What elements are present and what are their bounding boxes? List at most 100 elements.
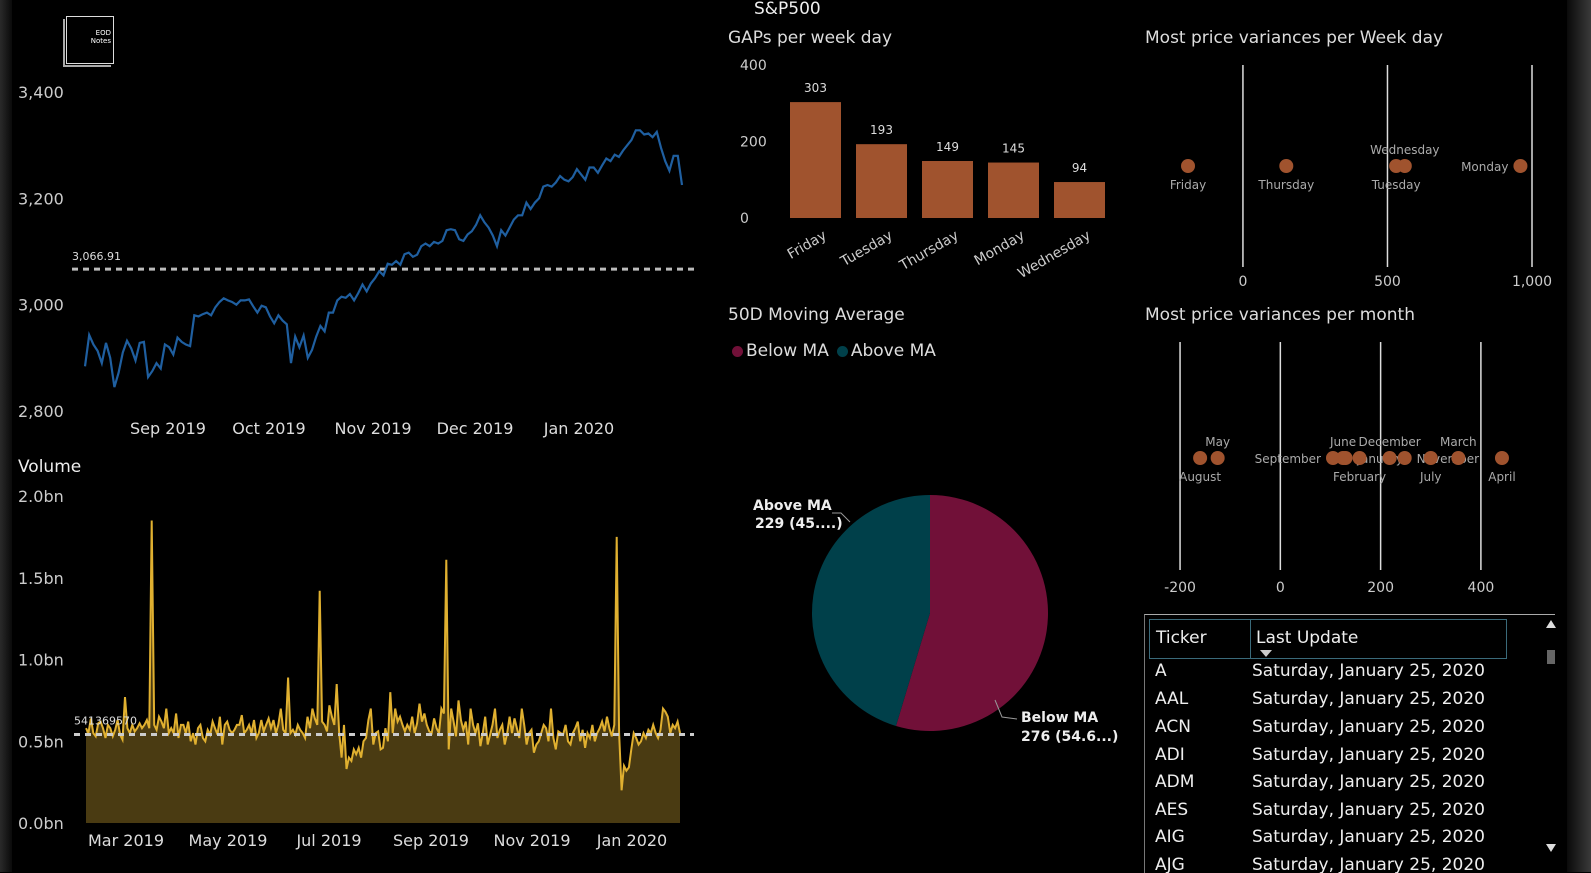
price-line-chart[interactable]: 3,400 3,200 3,000 2,800 Sep 2019 Oct 2019 Nov … <box>0 60 720 450</box>
y-tick-label: 1.0bn <box>18 651 64 670</box>
cell-ticker: A <box>1155 661 1167 681</box>
slice-label: Above MA <box>753 498 832 514</box>
slice-value-label: 229 (45....) <box>755 516 843 532</box>
scatter-point <box>1181 159 1196 173</box>
scatter-point <box>1279 159 1294 173</box>
gap-bar <box>922 161 973 218</box>
scatter-point <box>1210 451 1225 465</box>
x-tick-label: Oct 2019 <box>232 419 305 438</box>
y-tick-label: 0.5bn <box>18 732 64 751</box>
x-tick-label: 200 <box>1367 580 1394 596</box>
header-ticker[interactable]: Ticker <box>1156 628 1207 648</box>
y-tick-label: 0 <box>740 211 749 227</box>
cell-ticker: AES <box>1155 800 1189 820</box>
scatter-point <box>1423 451 1438 465</box>
cell-last-update: Saturday, January 25, 2020 <box>1252 772 1485 792</box>
point-label: June <box>1329 435 1356 449</box>
x-tick-label: Sep 2019 <box>130 419 206 438</box>
y-tick-label: 2,800 <box>18 402 64 421</box>
point-label: December <box>1359 435 1421 449</box>
legend-above-ma[interactable]: Above MA <box>836 341 936 361</box>
scatter-point <box>1397 451 1412 465</box>
cell-ticker: AJG <box>1155 855 1185 873</box>
cell-last-update: Saturday, January 25, 2020 <box>1252 717 1485 737</box>
y-tick-label: 3,200 <box>18 189 64 208</box>
gap-bar <box>790 102 841 218</box>
table-header: Ticker Last Update <box>1149 619 1507 659</box>
scroll-down-icon[interactable] <box>1546 844 1556 852</box>
x-tick-label: 1,000 <box>1512 274 1552 290</box>
weekday-variance-chart[interactable]: 0 500 1,000 Friday Thursday Tuesday Wednesday M… <box>1140 55 1560 300</box>
cell-last-update: Saturday, January 25, 2020 <box>1252 827 1485 847</box>
gap-bar <box>988 162 1039 218</box>
point-label: April <box>1488 470 1515 484</box>
bar-data-label: 303 <box>804 81 827 95</box>
scatter-point <box>1494 451 1509 465</box>
volume-area-fill <box>86 520 680 823</box>
x-category-label: Monday <box>972 228 1028 269</box>
x-tick-label: May 2019 <box>189 831 268 850</box>
x-tick-label: 500 <box>1374 274 1401 290</box>
cell-last-update: Saturday, January 25, 2020 <box>1252 745 1485 765</box>
pie-slice <box>812 495 930 726</box>
scatter-point <box>1325 451 1340 465</box>
cell-ticker: AIG <box>1155 827 1185 847</box>
y-tick-label: 1.5bn <box>18 569 64 588</box>
point-label: Tuesday <box>1371 178 1421 192</box>
bar-data-label: 94 <box>1072 161 1087 175</box>
cell-last-update: Saturday, January 25, 2020 <box>1252 689 1485 709</box>
month-variance-chart[interactable]: -200 0 200 400AugustMaySeptemberJuneJanuary… <box>1140 330 1560 605</box>
legend-below-label: Below MA <box>746 341 829 361</box>
gaps-bar-chart[interactable]: 400 200 0 303 Friday 193 Tuesday 149 Thursday 145… <box>720 50 1120 290</box>
point-label: September <box>1255 452 1321 466</box>
gap-bar <box>1054 182 1105 218</box>
legend-below-dot <box>732 345 743 357</box>
scatter-point <box>1382 451 1397 465</box>
header-last-update[interactable]: Last Update <box>1256 628 1359 648</box>
cell-ticker: AAL <box>1155 689 1189 709</box>
scroll-thumb[interactable] <box>1547 650 1555 664</box>
x-category-label: Tuesday <box>837 228 895 271</box>
x-tick-label: Sep 2019 <box>393 831 469 850</box>
volume-series-line <box>85 520 681 791</box>
y-tick-label: 200 <box>740 135 767 151</box>
x-tick-label: Jan 2020 <box>543 419 614 438</box>
y-tick-label: 0.0bn <box>18 814 64 833</box>
legend-below-ma[interactable]: Below MA <box>732 341 829 361</box>
x-tick-label: Mar 2019 <box>88 831 164 850</box>
point-label: Wednesday <box>1370 143 1439 157</box>
point-label: Monday <box>1461 160 1508 174</box>
x-tick-label: 0 <box>1276 580 1285 596</box>
scatter-point <box>1352 451 1367 465</box>
pie-legend: Below MA Above MA <box>732 341 940 361</box>
reference-line-label: 541369570 <box>74 714 137 727</box>
scatter-point <box>1193 451 1208 465</box>
volume-area-chart[interactable]: 2.0bn 1.5bn 1.0bn 0.5bn 0.0bn Mar 2019 May 201… <box>0 480 720 872</box>
sort-descending-icon[interactable] <box>1260 650 1272 657</box>
x-tick-label: 0 <box>1238 274 1247 290</box>
cell-last-update: Saturday, January 25, 2020 <box>1252 800 1485 820</box>
moving-average-title: 50D Moving Average <box>728 305 905 325</box>
bar-data-label: 193 <box>870 123 893 137</box>
y-tick-label: 2.0bn <box>18 487 64 506</box>
cell-ticker: ADM <box>1155 772 1195 792</box>
right-frame <box>1567 0 1591 872</box>
scroll-up-icon[interactable] <box>1546 620 1556 628</box>
point-label: Thursday <box>1257 178 1314 192</box>
point-label: February <box>1333 470 1386 484</box>
table-scrollbar[interactable] <box>1546 620 1556 852</box>
x-category-label: Thursday <box>896 228 961 275</box>
price-series-line <box>83 129 684 388</box>
page-title: S&P500 <box>754 0 821 19</box>
ticker-table[interactable]: Ticker Last Update A Saturday, January 25… <box>1144 614 1555 873</box>
x-tick-label: Nov 2019 <box>334 419 411 438</box>
scatter-point <box>1513 159 1528 173</box>
bar-data-label: 145 <box>1002 142 1025 156</box>
cell-ticker: ACN <box>1155 717 1191 737</box>
logo-text: EOD Notes <box>90 29 111 45</box>
scatter-point <box>1338 451 1353 465</box>
moving-average-pie-chart[interactable]: Below MA 276 (54.6...) Above MA 229 (45....… <box>720 470 1140 760</box>
x-tick-label: Nov 2019 <box>493 831 570 850</box>
slice-value-label: 276 (54.6...) <box>1021 729 1118 745</box>
y-tick-label: 3,400 <box>18 83 64 102</box>
